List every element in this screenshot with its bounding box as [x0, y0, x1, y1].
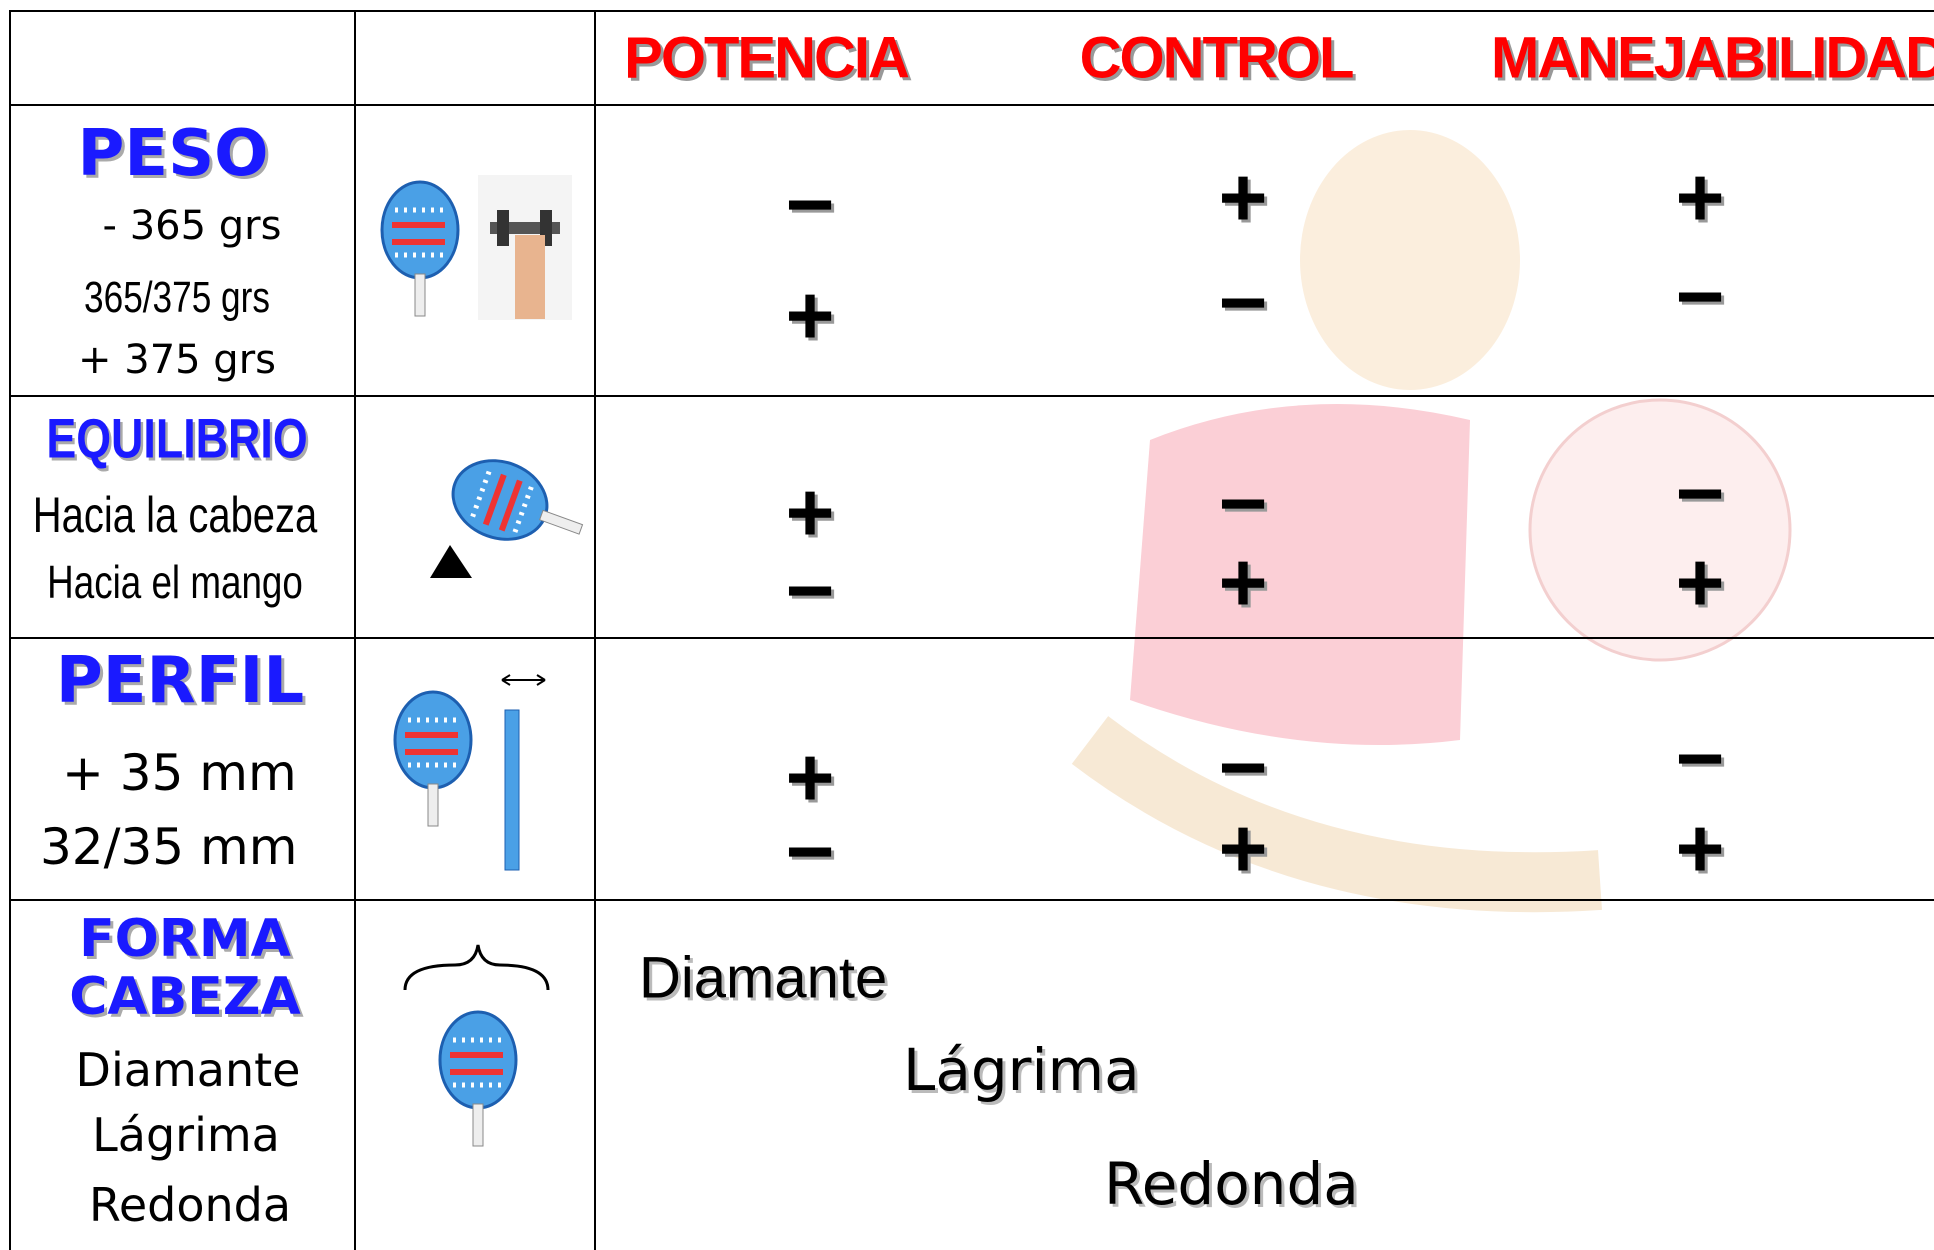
row-label: + 35 mm	[62, 744, 297, 802]
shape-label: Redonda	[1104, 1150, 1359, 1218]
row-label: + 375 grs	[78, 337, 276, 383]
sign: +	[785, 730, 835, 824]
shape-label: Diamante	[639, 945, 888, 1011]
column-header: POTENCIA	[624, 25, 910, 91]
sign: +	[1675, 801, 1725, 895]
row-label: 32/35 mm	[40, 818, 298, 876]
sign: +	[785, 465, 835, 559]
rule	[10, 104, 1934, 106]
row-label: Redonda	[88, 1178, 292, 1232]
row-title: EQUILIBRIO	[46, 406, 308, 470]
row-label: Hacia la cabeza	[32, 487, 318, 543]
row-title: PESO	[77, 117, 269, 191]
row-label: Lágrima	[92, 1108, 280, 1162]
rule	[10, 637, 1934, 639]
sign: −	[1675, 249, 1725, 343]
sign: −	[1675, 711, 1725, 805]
rule	[354, 10, 356, 1250]
rule	[10, 10, 1934, 12]
row-label: Diamante	[75, 1043, 301, 1097]
sign: +	[1675, 535, 1725, 629]
column-header: CONTROL	[1079, 25, 1355, 91]
rule	[9, 10, 11, 1250]
rule	[10, 395, 1934, 397]
sign: −	[1218, 255, 1268, 349]
sign: −	[785, 804, 835, 898]
row-label: - 365 grs	[102, 203, 282, 249]
sign: −	[1675, 446, 1725, 540]
sign: +	[1218, 150, 1268, 244]
row-label: Hacia el mango	[47, 556, 303, 608]
sign: −	[1218, 720, 1268, 814]
shape-label: Lágrima	[903, 1036, 1140, 1104]
row-title: FORMA CABEZA	[69, 909, 301, 1027]
sign: −	[785, 157, 835, 251]
sign: −	[785, 543, 835, 637]
row-label: 365/375 grs	[84, 273, 270, 322]
sign: +	[1218, 535, 1268, 629]
sign: −	[1218, 456, 1268, 550]
column-header: MANEJABILIDAD	[1490, 25, 1934, 91]
rule	[10, 899, 1934, 901]
sign: +	[1218, 801, 1268, 895]
row-title: PERFIL	[55, 644, 305, 718]
sign: +	[785, 268, 835, 362]
rule	[594, 10, 596, 1250]
sign: +	[1675, 150, 1725, 244]
